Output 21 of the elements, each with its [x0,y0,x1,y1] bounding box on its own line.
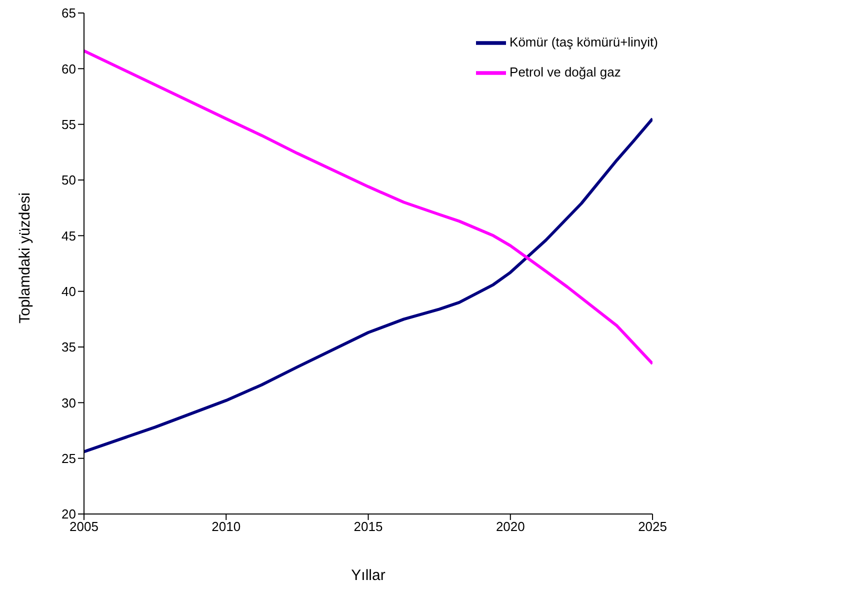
line-series [84,49,653,366]
legend-label: Kömür (taş kömürü+linyit) [510,34,658,50]
x-tick-label: 2010 [212,519,241,534]
y-tick-label: 65 [62,6,76,21]
legend-label: Petrol ve doğal gaz [510,64,621,80]
line-series [84,117,653,454]
x-tick-label: 2015 [354,519,383,534]
y-tick-label: 25 [62,450,76,466]
y-tick-label: 20 [62,506,76,522]
y-tick-label: 30 [62,395,76,410]
y-tick-label: 35 [62,340,76,355]
x-tick-label: 2020 [496,519,525,534]
y-tick-label: 45 [62,228,76,244]
x-tick-label: 2005 [70,519,98,534]
x-axis-title: Yıllar [351,567,386,584]
x-tick-label: 2025 [638,519,667,534]
y-axis-title: Toplamdaki yüzdesi [16,192,34,324]
y-tick-label: 50 [62,172,76,188]
y-tick-label: 60 [62,61,76,76]
y-tick-label: 55 [62,116,76,132]
y-tick-label: 40 [62,284,76,299]
